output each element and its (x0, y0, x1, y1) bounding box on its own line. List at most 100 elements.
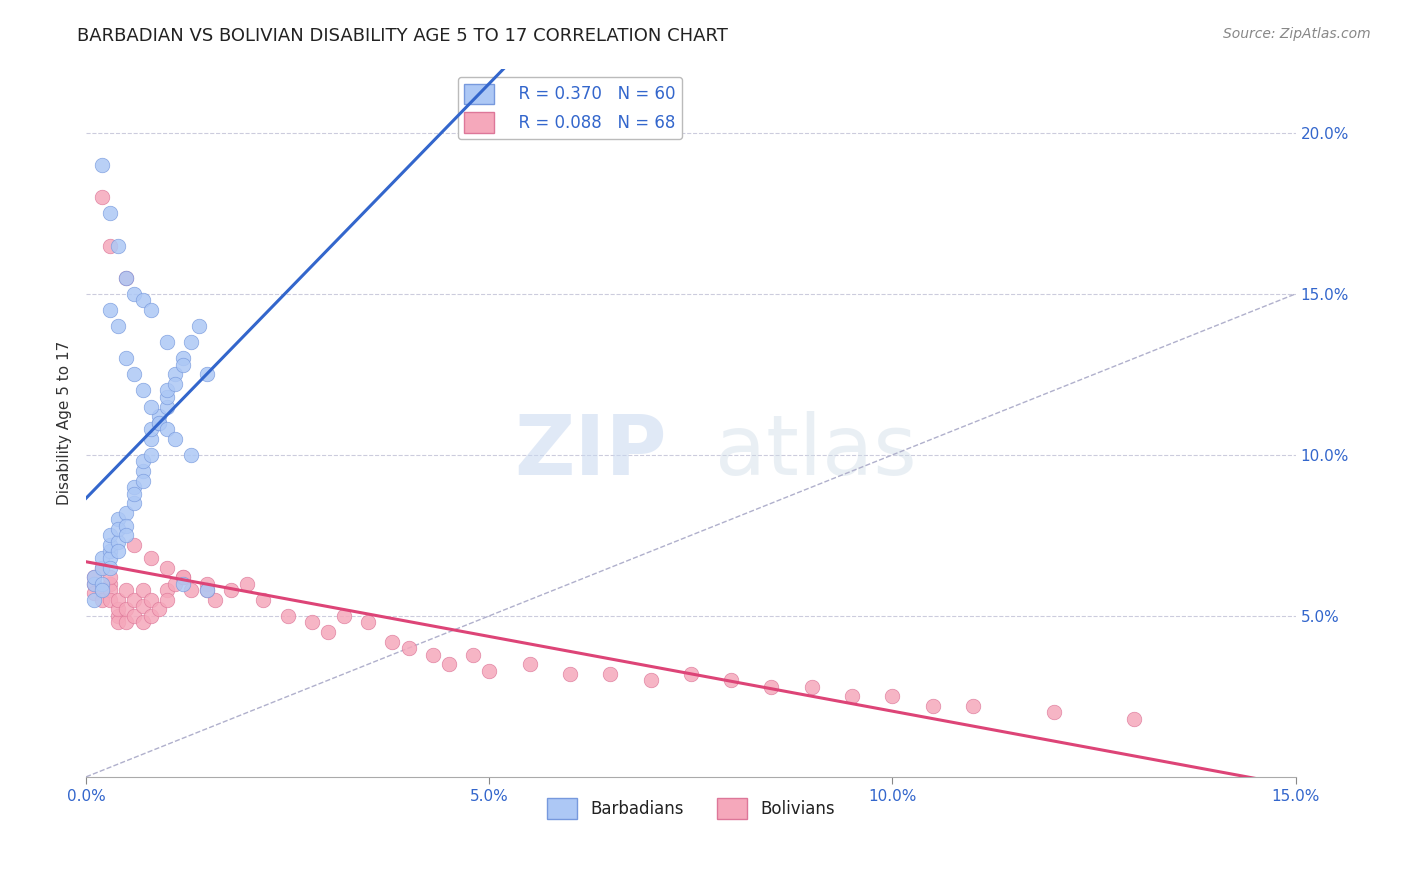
Point (172, 351, 194, 366)
Point (172, 576, 194, 591)
Point (131, 384, 153, 398)
Point (398, 641, 420, 656)
Point (316, 624, 339, 639)
Point (163, 576, 186, 591)
Point (381, 634, 404, 648)
Point (422, 648, 444, 662)
Point (252, 592, 274, 607)
Point (124, 608, 146, 623)
Point (91, 550, 114, 565)
Point (139, 422, 162, 436)
Point (148, 416, 170, 430)
Point (139, 432, 162, 446)
Point (139, 448, 162, 462)
Point (131, 583, 153, 598)
Point (98, 538, 121, 552)
Point (156, 335, 179, 350)
Point (1123, 712, 1146, 726)
Point (172, 570, 194, 584)
Point (195, 583, 218, 598)
Point (800, 680, 823, 694)
Point (219, 583, 242, 598)
Point (478, 664, 501, 678)
Point (277, 608, 299, 623)
Point (148, 409, 170, 424)
Point (115, 602, 138, 616)
Point (156, 390, 179, 404)
Point (115, 615, 138, 630)
Point (139, 608, 162, 623)
Point (115, 518, 138, 533)
Point (115, 351, 138, 366)
Point (83, 570, 105, 584)
Point (519, 657, 541, 672)
Point (761, 680, 783, 694)
Text: Source: ZipAtlas.com: Source: ZipAtlas.com (1223, 27, 1371, 41)
Point (195, 583, 218, 598)
Point (98, 303, 121, 318)
Point (204, 592, 226, 607)
Point (156, 583, 179, 598)
Point (139, 303, 162, 318)
Point (148, 602, 170, 616)
Point (172, 570, 194, 584)
Point (131, 454, 153, 468)
Point (91, 158, 114, 172)
Point (679, 666, 702, 681)
Point (115, 270, 138, 285)
Point (139, 550, 162, 565)
Point (156, 384, 179, 398)
Point (98, 544, 121, 558)
Legend: Barbadians, Bolivians: Barbadians, Bolivians (540, 791, 842, 825)
Point (115, 270, 138, 285)
Point (882, 690, 904, 704)
Point (83, 592, 105, 607)
Point (437, 657, 460, 672)
Point (558, 666, 581, 681)
Point (98, 560, 121, 574)
Point (83, 586, 105, 600)
Point (599, 666, 621, 681)
Point (91, 592, 114, 607)
Point (301, 615, 323, 630)
Point (124, 486, 146, 500)
Point (172, 358, 194, 372)
Point (91, 560, 114, 574)
Point (98, 576, 121, 591)
Point (91, 190, 114, 204)
Y-axis label: Disability Age 5 to 17: Disability Age 5 to 17 (58, 341, 72, 505)
Point (163, 368, 186, 382)
Point (98, 206, 121, 220)
Point (107, 592, 129, 607)
Point (195, 368, 218, 382)
Point (107, 319, 129, 334)
Point (124, 480, 146, 494)
Text: BARBADIAN VS BOLIVIAN DISABILITY AGE 5 TO 17 CORRELATION CHART: BARBADIAN VS BOLIVIAN DISABILITY AGE 5 T… (77, 27, 728, 45)
Point (640, 673, 662, 688)
Point (333, 608, 356, 623)
Point (720, 673, 742, 688)
Point (156, 560, 179, 574)
Point (107, 615, 129, 630)
Point (98, 550, 121, 565)
Point (83, 576, 105, 591)
Point (195, 576, 218, 591)
Point (98, 238, 121, 252)
Point (962, 699, 984, 714)
Point (163, 377, 186, 392)
Point (163, 432, 186, 446)
Point (124, 368, 146, 382)
Point (188, 319, 211, 334)
Point (91, 560, 114, 574)
Point (91, 576, 114, 591)
Point (98, 570, 121, 584)
Point (107, 512, 129, 526)
Point (98, 583, 121, 598)
Point (131, 615, 153, 630)
Point (107, 608, 129, 623)
Point (124, 592, 146, 607)
Text: atlas: atlas (716, 410, 917, 491)
Point (156, 422, 179, 436)
Point (107, 522, 129, 536)
Point (124, 496, 146, 510)
